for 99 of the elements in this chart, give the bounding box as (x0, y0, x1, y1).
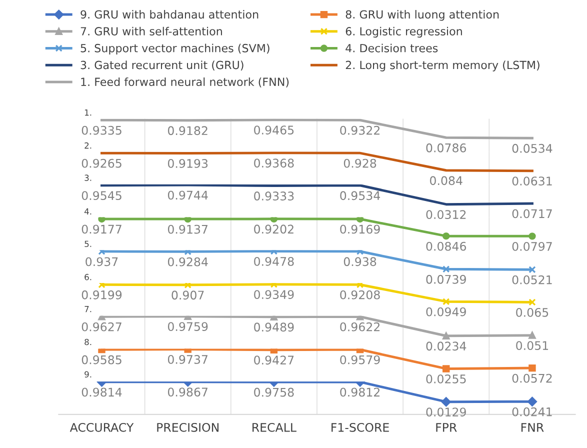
data-label: 0.0312 (426, 210, 466, 220)
data-label: 0.0631 (512, 176, 552, 186)
data-label: 0.9335 (82, 126, 122, 135)
data-label: 0.9744 (168, 190, 208, 200)
data-label: 0.0786 (426, 143, 466, 152)
data-label: 0.9199 (82, 290, 122, 300)
legend-label: 1. Feed forward neural network (FNN) (81, 77, 289, 88)
data-label: 0.065 (516, 308, 548, 317)
legend-label: 3. Gated recurrent unit (GRU) (80, 60, 244, 70)
data-label: 0.051 (516, 341, 548, 350)
data-label: 0.938 (344, 257, 376, 266)
point (270, 217, 278, 223)
data-label: 0.9814 (82, 388, 122, 397)
point (98, 282, 106, 288)
annotation: 9. (84, 371, 92, 378)
point (528, 232, 536, 240)
point (184, 282, 192, 289)
data-label: 0.9349 (254, 290, 294, 300)
legend-label: 8. GRU with luong attention (346, 10, 499, 21)
data-label: 0.9322 (340, 126, 380, 135)
data-label: 0.9169 (340, 224, 380, 234)
data-label: 0.9737 (168, 354, 208, 364)
x-tick-label: FNR (521, 423, 544, 432)
annotation: 3. (84, 174, 92, 181)
data-label: 0.9534 (340, 191, 380, 200)
legend-label: 7. GRU with self-attention (80, 26, 222, 36)
point (98, 217, 106, 223)
data-label: 0.9137 (168, 224, 208, 234)
data-label: 0.9627 (82, 322, 122, 332)
legend-label: 4. Decision trees (346, 44, 438, 52)
point (98, 250, 106, 256)
annotation: 8. (84, 338, 92, 346)
data-label: 0.0521 (512, 275, 552, 284)
data-label: 0.9812 (340, 388, 380, 397)
x-tick-label: PRECISION (157, 422, 218, 432)
x-tick-label: F1-SCORE (332, 422, 389, 432)
data-label: 0.937 (86, 257, 118, 266)
legend-label: 9. GRU with bahdanau attention (80, 10, 258, 19)
data-label: 0.0572 (512, 374, 552, 383)
text: 1. (84, 110, 92, 116)
data-label: 0.9465 (254, 126, 294, 135)
data-label: 0.9427 (254, 356, 294, 365)
point (442, 266, 450, 273)
legend-label: 5. Support vector machines (SVM) (80, 44, 270, 54)
data-label: 0.0241 (512, 407, 552, 416)
data-label: 0.9867 (168, 388, 208, 397)
data-label: 0.9177 (82, 224, 122, 234)
annotation: 4. (84, 208, 92, 214)
annotation: 2. (84, 142, 92, 149)
annotation: 5. (84, 240, 92, 248)
data-label: 0.907 (172, 290, 204, 300)
legend-label: 6. Logistic regression (346, 26, 462, 38)
data-label: 0.0846 (426, 242, 466, 251)
point (528, 332, 536, 339)
point (442, 298, 450, 306)
data-label: 0.9202 (254, 224, 294, 234)
data-label: 0.0739 (426, 274, 466, 284)
point (442, 365, 450, 372)
legend-label: 2. Long short-term memory (LSTM) (346, 60, 540, 72)
point (528, 364, 536, 372)
data-label: 0.9545 (82, 191, 122, 200)
data-label: 0.9182 (168, 126, 208, 136)
point (528, 266, 536, 274)
x-tick-label: FPR (436, 423, 457, 432)
data-label: 0.9478 (254, 256, 294, 266)
point (356, 217, 364, 223)
data-label: 0.084 (430, 176, 462, 186)
data-label: 0.928 (344, 158, 376, 168)
data-label: 0.0534 (512, 144, 552, 153)
point (527, 396, 537, 406)
data-label: 0.9284 (168, 257, 208, 266)
x-tick-label: RECALL (252, 422, 296, 432)
data-label: 0.9368 (254, 158, 294, 168)
data-label: 0.9265 (82, 158, 122, 168)
data-label: 0.9758 (254, 388, 294, 397)
point (356, 282, 364, 288)
point (184, 250, 192, 256)
data-label: 0.9489 (254, 322, 294, 332)
point (184, 217, 192, 223)
data-label: 0.0234 (426, 342, 466, 351)
data-label: 0.9208 (340, 290, 380, 300)
data-label: 0.9622 (340, 322, 380, 332)
point (441, 397, 451, 407)
data-label: 0.0255 (426, 374, 466, 384)
data-label: 0.0797 (512, 242, 552, 251)
data-label: 0.9193 (168, 158, 208, 168)
data-label: 0.0129 (426, 408, 466, 417)
data-label: 0.9579 (340, 355, 380, 364)
annotation: 7. (84, 306, 92, 312)
data-label: 0.0949 (426, 307, 466, 316)
point (442, 232, 450, 240)
annotation: 6. (84, 274, 92, 280)
data-label: 0.9585 (82, 355, 122, 364)
x-tick-label: ACCURACY (70, 422, 134, 432)
data-label: 0.9759 (168, 322, 208, 332)
data-label: 0.9333 (254, 192, 294, 200)
data-label: 0.0717 (512, 209, 552, 218)
point (442, 332, 450, 340)
point (528, 298, 536, 306)
